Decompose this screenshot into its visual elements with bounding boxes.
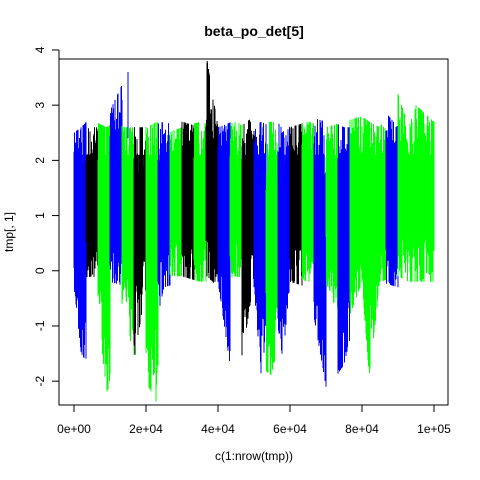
trace-segment <box>409 105 423 282</box>
trace-segment <box>337 124 351 374</box>
trace-segment <box>97 123 111 392</box>
trace-segment <box>253 121 267 374</box>
trace-segment <box>325 124 339 313</box>
x-tick-label: 8e+04 <box>345 422 379 436</box>
trace-segment <box>85 127 99 279</box>
trace-segment <box>349 116 363 314</box>
trace-segment <box>385 115 399 288</box>
trace-segment <box>181 121 195 280</box>
trace-segment <box>145 122 159 402</box>
trace-segment <box>73 122 87 359</box>
trace-segment <box>277 123 291 354</box>
chart-title: beta_po_det[5] <box>204 23 304 39</box>
x-tick-label: 4e+04 <box>201 422 235 436</box>
x-tick-label: 1e+05 <box>417 422 451 436</box>
y-tick-label: 1 <box>33 212 47 219</box>
trace-segment <box>361 117 375 373</box>
trace-segment <box>289 123 303 286</box>
x-axis: 0e+00 2e+04 4e+04 6e+04 8e+04 1e+05 <box>57 404 451 436</box>
trace-segment <box>373 124 387 334</box>
trace-segment <box>217 122 231 362</box>
trace-segment <box>133 127 147 355</box>
trace-segment <box>121 126 135 356</box>
data-layer <box>73 61 435 402</box>
trace-segment <box>313 119 327 387</box>
x-tick-label: 6e+04 <box>273 422 307 436</box>
y-tick-label: 4 <box>33 46 47 53</box>
trace-segment <box>421 110 435 282</box>
y-tick-label: 0 <box>33 267 47 274</box>
y-axis: -2 -1 0 1 2 3 4 <box>33 46 60 386</box>
trace-segment <box>169 127 183 277</box>
trace-segment <box>265 121 279 375</box>
trace-segment <box>109 86 123 285</box>
x-tick-label: 0e+00 <box>57 422 91 436</box>
x-tick-label: 2e+04 <box>129 422 163 436</box>
trace-segment <box>301 122 315 282</box>
y-tick-label: -1 <box>33 320 47 331</box>
y-tick-label: 2 <box>33 157 47 164</box>
trace-segment <box>157 122 171 306</box>
y-axis-label: tmp[, 1] <box>2 212 16 252</box>
trace-line <box>145 122 159 402</box>
trace-segment <box>229 122 244 280</box>
trace-segment <box>193 122 207 282</box>
y-tick-label: -2 <box>33 375 47 386</box>
trace-segment <box>205 62 220 283</box>
x-axis-label: c(1:nrow(tmp)) <box>215 449 293 463</box>
trace-segment <box>397 95 411 282</box>
y-tick-label: 3 <box>33 102 47 109</box>
trace-segment <box>241 119 256 356</box>
